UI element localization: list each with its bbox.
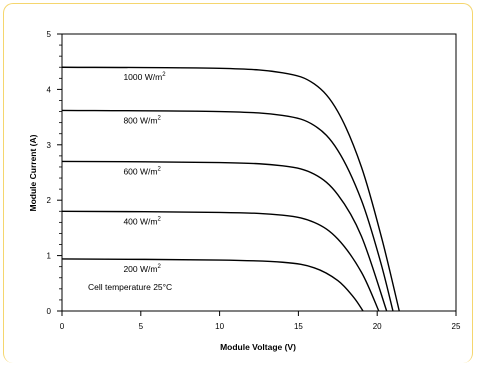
x-tick-label: 15 xyxy=(294,322,303,331)
y-tick-label: 2 xyxy=(47,196,52,205)
x-tick-label: 25 xyxy=(452,322,461,331)
y-tick-label: 0 xyxy=(47,307,52,316)
iv-curve-series-4 xyxy=(61,258,364,312)
plot-box xyxy=(61,33,457,312)
y-tick-label: 3 xyxy=(47,141,52,150)
y-tick-label: 5 xyxy=(47,30,52,39)
series-label-3: 400 W/m2 xyxy=(123,216,161,226)
x-tick-label: 10 xyxy=(215,322,224,331)
y-tick-label: 1 xyxy=(47,252,52,261)
series-label-2: 600 W/m2 xyxy=(123,166,161,176)
iv-curve-series-1 xyxy=(61,109,394,312)
iv-curve-series-3 xyxy=(61,210,380,312)
x-axis-label: Module Voltage (V) xyxy=(220,342,296,352)
x-tick-label: 5 xyxy=(139,322,144,331)
plot-labels: 1000 W/m2 800 W/m2 600 W/m2 400 W/m2 200 W/m… xyxy=(123,72,166,274)
temperature-annotation: Cell temperature 25°C xyxy=(88,282,172,292)
series-label-0: 1000 W/m2 xyxy=(123,72,166,82)
y-tick-label: 4 xyxy=(47,85,52,94)
series-label-1: 800 W/m2 xyxy=(123,115,161,125)
plot-axes: 0 5 10 15 20 25 0 1 2 3 4 5 xyxy=(47,30,461,331)
x-tick-label: 20 xyxy=(373,322,382,331)
iv-curve-series-2 xyxy=(61,160,388,312)
y-axis-label: Module Current (A) xyxy=(28,134,38,211)
series-label-4: 200 W/m2 xyxy=(123,264,161,274)
chart-frame xyxy=(3,3,473,363)
x-tick-label: 0 xyxy=(60,322,65,331)
iv-curve-series-0 xyxy=(61,66,400,312)
plot-curves xyxy=(61,66,400,312)
